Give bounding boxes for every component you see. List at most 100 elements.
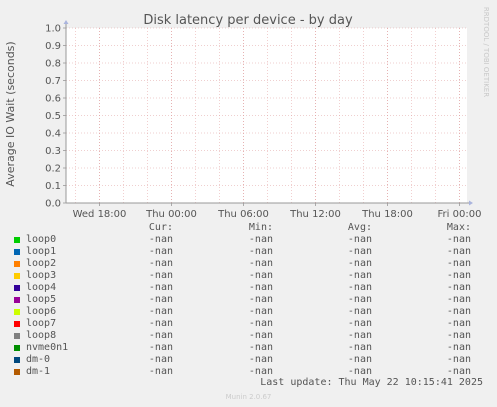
legend-value-max: -nan <box>446 354 471 365</box>
x-axis-arrow <box>469 200 473 206</box>
legend-swatch <box>14 309 20 315</box>
legend-value-cur: -nan <box>148 354 173 365</box>
y-axis-label: Average IO Wait (seconds) <box>4 41 17 186</box>
legend-item-loop7: loop7 -nan -nan -nan -nan <box>0 318 497 330</box>
legend-value-cur: -nan <box>148 330 173 341</box>
y-tick-label: 0.9 <box>45 41 61 52</box>
legend-value-avg: -nan <box>347 318 372 329</box>
y-tick-label: 0.6 <box>45 94 61 105</box>
legend-value-max: -nan <box>446 270 471 281</box>
legend-value-cur: -nan <box>148 246 173 257</box>
legend-item-dm-1: dm-1 -nan -nan -nan -nan <box>0 366 497 378</box>
legend-label: loop6 <box>26 306 57 317</box>
x-tick-label: Wed 18:00 <box>73 209 127 220</box>
y-tick-label: 0.8 <box>45 59 61 70</box>
x-tick-label: Thu 18:00 <box>361 209 413 220</box>
legend-label: loop2 <box>26 258 57 269</box>
legend-value-avg: -nan <box>347 234 372 245</box>
legend-value-cur: -nan <box>148 318 173 329</box>
legend-swatch <box>14 297 20 303</box>
legend-item-loop4: loop4 -nan -nan -nan -nan <box>0 282 497 294</box>
legend-value-min: -nan <box>248 330 273 341</box>
legend-label: loop1 <box>26 246 57 257</box>
legend-label: loop5 <box>26 294 57 305</box>
legend-value-cur: -nan <box>148 366 173 377</box>
legend-swatch <box>14 273 20 279</box>
legend-value-min: -nan <box>248 234 273 245</box>
legend-value-cur: -nan <box>148 270 173 281</box>
legend-item-dm-0: dm-0 -nan -nan -nan -nan <box>0 354 497 366</box>
legend-value-min: -nan <box>248 246 273 257</box>
legend-item-loop1: loop1 -nan -nan -nan -nan <box>0 246 497 258</box>
legend-value-max: -nan <box>446 342 471 353</box>
legend-value-avg: -nan <box>347 306 372 317</box>
x-tick-label: Thu 06:00 <box>217 209 269 220</box>
legend-swatch <box>14 357 20 363</box>
legend-header-avg: Avg: <box>347 222 372 233</box>
legend-swatch <box>14 237 20 243</box>
legend-value-max: -nan <box>446 258 471 269</box>
legend-swatch <box>14 321 20 327</box>
legend-label: nvme0n1 <box>26 342 69 353</box>
y-tick-label: 0.2 <box>45 164 61 175</box>
legend-header-cur: Cur: <box>148 222 173 233</box>
legend-item-loop3: loop3 -nan -nan -nan -nan <box>0 270 497 282</box>
legend-swatch <box>14 249 20 255</box>
y-axis-arrow <box>63 20 69 24</box>
legend-value-avg: -nan <box>347 270 372 281</box>
legend-item-loop5: loop5 -nan -nan -nan -nan <box>0 294 497 306</box>
legend-value-avg: -nan <box>347 294 372 305</box>
chart-title: Disk latency per device - by day <box>143 13 353 28</box>
y-tick-label: 0.5 <box>45 111 61 122</box>
legend-value-cur: -nan <box>148 234 173 245</box>
last-update: Last update: Thu May 22 10:15:41 2025 <box>260 377 483 388</box>
legend-label: dm-1 <box>26 366 51 377</box>
chart: Disk latency per device - by day Average… <box>4 7 490 220</box>
legend-swatch <box>14 285 20 291</box>
x-tick-label: Fri 00:00 <box>438 209 482 220</box>
legend-value-min: -nan <box>248 354 273 365</box>
legend-value-min: -nan <box>248 294 273 305</box>
y-tick-label: 0.1 <box>45 181 61 192</box>
legend-swatch <box>14 369 20 375</box>
legend-value-min: -nan <box>248 366 273 377</box>
legend-value-max: -nan <box>446 366 471 377</box>
legend-value-min: -nan <box>248 318 273 329</box>
legend-value-avg: -nan <box>347 366 372 377</box>
legend-value-max: -nan <box>446 318 471 329</box>
legend-label: loop0 <box>26 234 57 245</box>
legend-value-cur: -nan <box>148 306 173 317</box>
y-tick-label: 0.7 <box>45 76 61 87</box>
legend-label: loop3 <box>26 270 57 281</box>
rrdtool-watermark: RRDTOOL / TOBI OETIKER <box>482 7 490 97</box>
legend-swatch <box>14 333 20 339</box>
legend-value-max: -nan <box>446 306 471 317</box>
legend-item-nvme0n1: nvme0n1 -nan -nan -nan -nan <box>0 342 497 354</box>
plot-area: 0.0 0.1 0.2 0.3 0.4 0.5 0.6 0.7 0.8 0.9 1.0 Wed 18:… <box>45 20 481 220</box>
munin-version: Munin 2.0.67 <box>225 393 272 401</box>
legend-value-max: -nan <box>446 282 471 293</box>
legend-label: loop8 <box>26 330 57 341</box>
legend-value-max: -nan <box>446 294 471 305</box>
legend-value-min: -nan <box>248 282 273 293</box>
legend-value-min: -nan <box>248 306 273 317</box>
legend-value-min: -nan <box>248 270 273 281</box>
legend-value-avg: -nan <box>347 258 372 269</box>
y-tick-label: 0.0 <box>45 199 61 210</box>
legend-header-min: Min: <box>248 222 273 233</box>
y-tick-label: 1.0 <box>45 24 61 35</box>
legend-item-loop8: loop8 -nan -nan -nan -nan <box>0 330 497 342</box>
y-tick-label: 0.3 <box>45 146 61 157</box>
legend-swatch <box>14 261 20 267</box>
legend-value-avg: -nan <box>347 282 372 293</box>
legend-value-min: -nan <box>248 342 273 353</box>
y-tick-label: 0.4 <box>45 129 61 140</box>
legend-value-cur: -nan <box>148 258 173 269</box>
legend-item-loop2: loop2 -nan -nan -nan -nan <box>0 258 497 270</box>
x-tick-label: Thu 00:00 <box>145 209 197 220</box>
legend-value-cur: -nan <box>148 342 173 353</box>
legend-value-avg: -nan <box>347 330 372 341</box>
legend-label: dm-0 <box>26 354 51 365</box>
legend-header-max: Max: <box>446 222 471 233</box>
legend-value-min: -nan <box>248 258 273 269</box>
